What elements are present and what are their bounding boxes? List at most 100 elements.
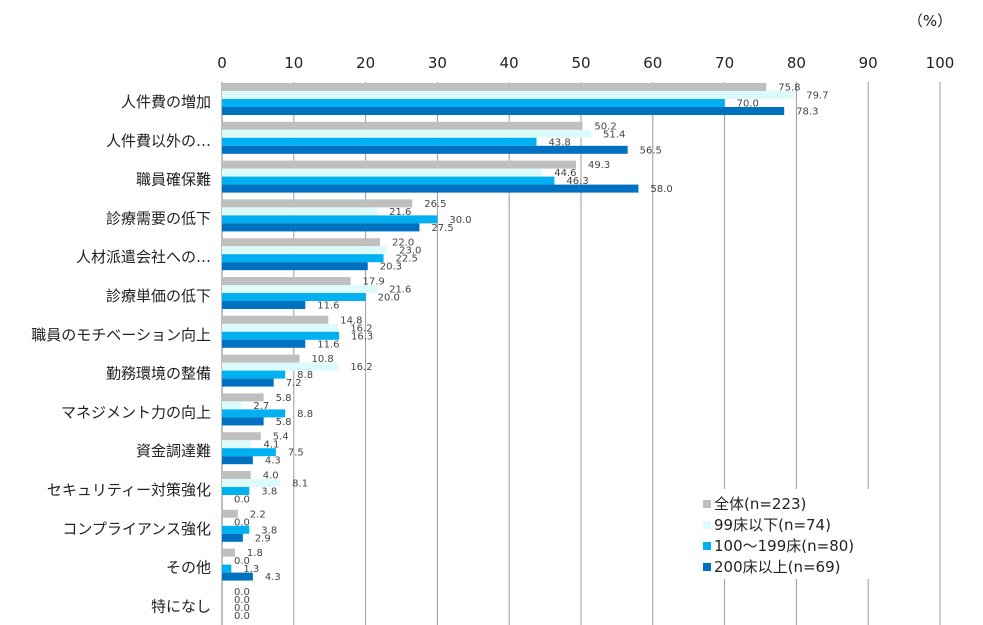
bar — [222, 525, 250, 534]
bar — [222, 246, 388, 255]
value-label: 2.2 — [250, 509, 266, 520]
value-label: 49.3 — [588, 160, 610, 171]
category-label: 診療需要の低下 — [106, 209, 211, 227]
bar — [222, 254, 384, 263]
x-tick-label: 80 — [787, 54, 806, 72]
bar — [222, 176, 555, 185]
value-label: 23.0 — [399, 246, 421, 257]
bar — [222, 215, 438, 224]
value-label: 4.3 — [265, 456, 281, 467]
value-label: 58.0 — [650, 184, 672, 195]
value-label: 0.0 — [234, 611, 250, 622]
bar — [222, 83, 767, 91]
value-label: 70.0 — [737, 99, 759, 110]
value-label: 11.6 — [317, 339, 339, 350]
category-label: 人件費以外の… — [106, 132, 211, 150]
bar — [222, 533, 243, 542]
value-label: 44.6 — [554, 168, 576, 179]
value-label: 4.1 — [263, 440, 279, 451]
bar — [222, 339, 306, 348]
bar — [222, 91, 795, 99]
x-tick-label: 40 — [500, 54, 519, 72]
value-label: 20.0 — [378, 293, 400, 304]
bar — [222, 354, 300, 363]
bar — [222, 121, 583, 130]
bar — [222, 184, 639, 193]
bar — [222, 378, 274, 387]
value-label: 2.7 — [253, 401, 269, 412]
bar — [222, 137, 537, 146]
value-label: 0.0 — [234, 556, 250, 567]
value-label: 75.8 — [778, 83, 800, 94]
value-labels: 75.850.249.326.522.017.914.810.85.85.44.… — [234, 83, 829, 622]
value-label: 4.0 — [263, 471, 279, 482]
value-label: 78.3 — [796, 107, 818, 118]
legend-swatch — [703, 542, 711, 550]
category-label: 勤務環境の整備 — [106, 365, 211, 383]
category-label: 職員のモチベーション向上 — [31, 326, 211, 344]
x-tick-label: 0 — [217, 54, 227, 72]
legend-swatch — [703, 563, 711, 571]
bar — [222, 293, 366, 301]
value-label: 43.8 — [548, 137, 570, 148]
value-label: 21.6 — [389, 207, 411, 218]
bar — [222, 277, 351, 285]
value-label: 1.8 — [247, 548, 263, 559]
legend: 全体(n=223) 99床以下(n=74) 100～199床(n=80) 200床以上… — [693, 489, 908, 579]
value-label: 30.0 — [449, 215, 471, 226]
bar — [222, 262, 368, 271]
value-label: 26.5 — [424, 199, 446, 210]
x-tick-label: 90 — [859, 54, 878, 72]
category-label: コンプライアンス強化 — [62, 520, 211, 538]
bar — [222, 199, 413, 208]
value-label: 10.8 — [312, 354, 334, 365]
value-label: 16.2 — [350, 362, 372, 373]
value-label: 1.3 — [243, 564, 259, 575]
value-label: 0.0 — [234, 517, 250, 528]
legend-swatch — [703, 500, 711, 508]
value-label: 8.1 — [292, 479, 308, 490]
value-label: 16.3 — [351, 331, 373, 342]
value-label: 51.4 — [603, 129, 625, 140]
bar — [222, 471, 251, 479]
value-label: 5.4 — [273, 432, 289, 443]
value-label: 20.3 — [380, 262, 402, 273]
value-label: 16.2 — [350, 323, 372, 334]
bar — [222, 440, 252, 449]
value-label: 0.0 — [234, 603, 250, 614]
legend-swatch — [703, 521, 711, 529]
value-label: 8.8 — [297, 409, 313, 420]
value-label: 7.5 — [288, 448, 304, 459]
bar — [222, 362, 339, 371]
value-label: 27.5 — [431, 223, 453, 234]
x-tick-label: 60 — [643, 54, 662, 72]
value-label: 3.8 — [261, 525, 277, 536]
bar — [222, 479, 281, 487]
bar — [222, 160, 576, 169]
value-label: 2.9 — [255, 533, 271, 544]
x-tick-label: 50 — [571, 54, 590, 72]
value-label: 79.7 — [806, 91, 828, 102]
category-label: 人件費の増加 — [121, 93, 211, 111]
bar — [222, 393, 264, 402]
value-label: 8.8 — [297, 370, 313, 381]
bar — [222, 207, 378, 216]
category-label: セキュリティー対策強化 — [47, 481, 211, 499]
value-label: 7.2 — [286, 378, 302, 389]
bar — [222, 99, 725, 107]
x-tick-label: 10 — [284, 54, 303, 72]
legend-background — [693, 489, 908, 579]
x-tick-label: 30 — [428, 54, 447, 72]
bar — [222, 301, 306, 309]
bar — [222, 564, 232, 573]
category-label: 資金調達難 — [136, 442, 211, 460]
value-label: 5.8 — [276, 417, 292, 428]
bar — [222, 370, 286, 379]
value-label: 22.5 — [396, 254, 418, 265]
x-tick-label: 70 — [715, 54, 734, 72]
bar — [222, 168, 543, 177]
bar — [222, 417, 264, 426]
